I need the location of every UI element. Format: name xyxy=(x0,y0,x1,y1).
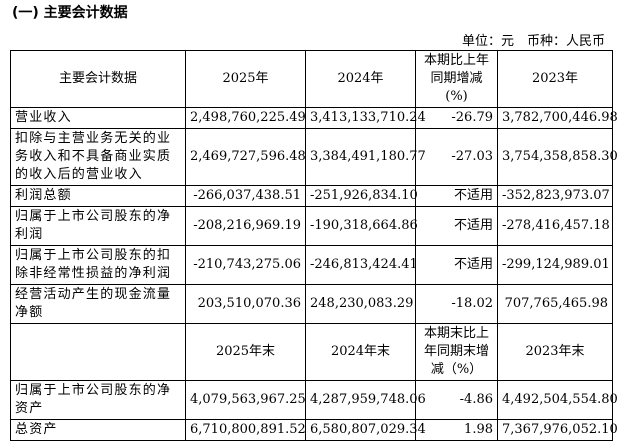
cell-value: 3,384,491,180.77 xyxy=(305,128,426,186)
header-text: 2023年末 xyxy=(525,344,585,359)
section-heading: (一) 主要会计数据 xyxy=(12,5,128,21)
cell-value: -251,926,834.10 xyxy=(305,185,418,207)
row-label: 利润总额 xyxy=(10,185,186,207)
header-text: 本期末比上 xyxy=(423,326,489,341)
data-row: 经营活动产生的现金流量净额 203,510,070.36 248,230,083.2… xyxy=(10,284,613,324)
data-row: 总资产 6,710,800,891.52 6,580,807,029.34 1.98 7… xyxy=(10,419,617,441)
accounting-table: 主要会计数据 2025年 2024年 本期比上年同期增减 (%) 2023年营业收入 2,4… xyxy=(10,50,617,441)
cell-value: -266,037,438.51 xyxy=(185,185,306,207)
cell-value: -299,124,989.01 xyxy=(497,245,613,285)
cell-value: 3,754,358,858.30 xyxy=(497,128,617,186)
header-row: 2025年末 2024年末 本期末比上年同期末增减（%） 2023年末 xyxy=(10,323,613,381)
row-label: 经营活动产生的现金流量净额 xyxy=(10,284,186,324)
cell-value: 7,367,976,052.10 xyxy=(497,419,617,441)
cell-value: 不适用 xyxy=(415,185,498,207)
header-text: 本期比上年 xyxy=(423,53,489,68)
header-text: 2024年末 xyxy=(330,344,391,359)
row-label: 总资产 xyxy=(10,419,186,441)
cell-value: 不适用 xyxy=(415,245,498,285)
header-cell: 2024年 xyxy=(305,50,416,108)
cell-value: 1.98 xyxy=(415,419,498,441)
cell-value: 6,710,800,891.52 xyxy=(185,419,306,441)
header-cell: 本期比上年同期增减 (%) xyxy=(415,50,498,108)
header-text: 2024年 xyxy=(337,71,384,86)
cell-value: 3,782,700,446.98 xyxy=(497,107,617,129)
data-row: 营业收入 2,498,760,225.49 3,413,133,710.24 -26.… xyxy=(10,107,617,129)
header-cell: 主要会计数据 xyxy=(10,50,186,108)
header-text: 减（%） xyxy=(430,362,483,377)
header-row: 主要会计数据 2025年 2024年 本期比上年同期增减 (%) 2023年 xyxy=(10,50,613,108)
cell-value: 248,230,083.29 xyxy=(305,284,416,324)
header-cell xyxy=(10,323,186,381)
cell-value: 203,510,070.36 xyxy=(185,284,306,324)
cell-value: -190,318,664.86 xyxy=(305,206,418,246)
header-cell: 2025年末 xyxy=(185,323,306,381)
cell-value: 2,469,727,596.48 xyxy=(185,128,306,186)
cell-value: 4,287,959,748.06 xyxy=(305,380,426,420)
cell-value: -18.02 xyxy=(415,284,498,324)
row-label: 营业收入 xyxy=(10,107,186,129)
unit-note: 单位：元 币种：人民币 xyxy=(461,34,605,49)
header-text: 年同期末增 xyxy=(423,344,489,359)
header-cell: 本期末比上年同期末增减（%） xyxy=(415,323,498,381)
header-text: (%) xyxy=(445,89,468,104)
cell-value: 707,765,465.98 xyxy=(497,284,613,324)
header-cell: 2023年 xyxy=(497,50,613,108)
data-row: 扣除与主营业务无关的业务收入和不具备商业实质的收入后的营业收入 2,469,727… xyxy=(10,128,617,186)
header-text: 同期增减 xyxy=(430,71,483,86)
header-text: 2025年 xyxy=(222,71,269,86)
cell-value: -208,216,969.19 xyxy=(185,206,306,246)
cell-value: -210,743,275.06 xyxy=(185,245,306,285)
header-text: 2025年末 xyxy=(215,344,276,359)
header-cell: 2023年末 xyxy=(497,323,613,381)
header-cell: 2024年末 xyxy=(305,323,416,381)
data-row: 利润总额 -266,037,438.51 -251,926,834.10 不适用 -35… xyxy=(10,185,613,207)
row-label: 归属于上市公司股东的净资产 xyxy=(10,380,186,420)
row-label: 归属于上市公司股东的净利润 xyxy=(10,206,186,246)
header-cell: 2025年 xyxy=(185,50,306,108)
header-text: 2023年 xyxy=(531,71,579,86)
row-label: 扣除与主营业务无关的业务收入和不具备商业实质的收入后的营业收入 xyxy=(10,128,186,186)
cell-value: -352,823,973.07 xyxy=(497,185,613,207)
cell-value: 4,079,563,967.25 xyxy=(185,380,306,420)
cell-value: 4,492,504,554.80 xyxy=(497,380,617,420)
data-row: 归属于上市公司股东的净利润 -208,216,969.19 -190,318,664… xyxy=(10,206,613,246)
data-row: 归属于上市公司股东的净资产 4,079,563,967.25 4,287,959,7… xyxy=(10,380,617,420)
cell-value: -26.79 xyxy=(415,107,498,129)
cell-value: 不适用 xyxy=(415,206,498,246)
cell-value: -27.03 xyxy=(415,128,498,186)
row-label: 归属于上市公司股东的扣除非经常性损益的净利润 xyxy=(10,245,186,285)
cell-value: 6,580,807,029.34 xyxy=(305,419,426,441)
cell-value: 3,413,133,710.24 xyxy=(305,107,426,129)
cell-value: -278,416,457.18 xyxy=(497,206,613,246)
cell-value: -4.86 xyxy=(415,380,498,420)
data-row: 归属于上市公司股东的扣除非经常性损益的净利润 -210,743,275.06 -24… xyxy=(10,245,613,285)
header-text: 主要会计数据 xyxy=(58,71,137,86)
cell-value: -246,813,424.41 xyxy=(305,245,418,285)
cell-value: 2,498,760,225.49 xyxy=(185,107,306,129)
